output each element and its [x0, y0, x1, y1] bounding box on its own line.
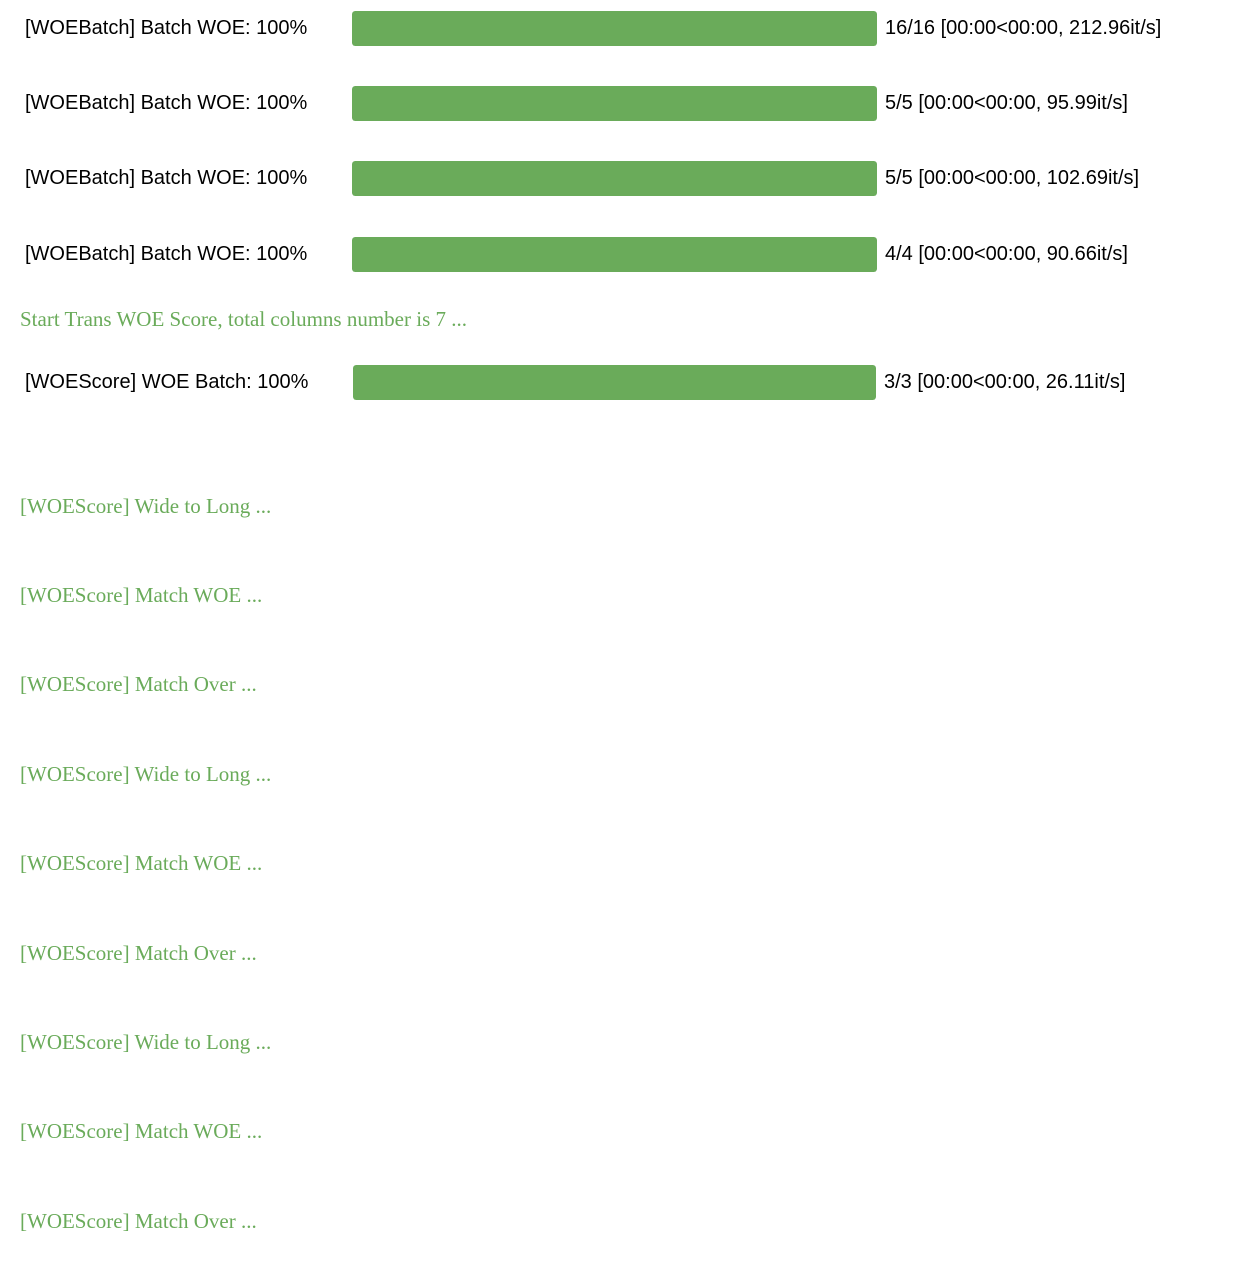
- progress-label: [WOEBatch] Batch WOE: 100%: [25, 91, 308, 114]
- log-line: [WOEScore] Match Over ...: [20, 1208, 257, 1233]
- log-line: [WOEScore] Match WOE ...: [20, 582, 263, 607]
- progress-row: [WOEBatch] Batch WOE: 100% 5/5 [00:00<00…: [25, 160, 1139, 196]
- log-line: [WOEScore] Match Over ...: [20, 940, 257, 965]
- progress-bar: [353, 364, 876, 400]
- progress-label: [WOEScore] WOE Batch: 100%: [25, 370, 309, 393]
- progress-bar: [352, 236, 877, 272]
- progress-row: [WOEScore] WOE Batch: 100% 3/3 [00:00<00…: [25, 364, 1125, 400]
- progress-bar-fill: [353, 364, 876, 400]
- progress-stats: 5/5 [00:00<00:00, 102.69it/s]: [885, 166, 1140, 189]
- log-line: [WOEScore] Wide to Long ...: [20, 493, 272, 518]
- progress-stats: 16/16 [00:00<00:00, 212.96it/s]: [885, 16, 1162, 39]
- progress-bar: [352, 85, 877, 121]
- progress-label: [WOEBatch] Batch WOE: 100%: [25, 242, 308, 265]
- progress-bar-fill: [352, 160, 877, 196]
- start-message: Start Trans WOE Score, total columns num…: [20, 307, 467, 331]
- log-line: [WOEScore] Wide to Long ...: [20, 1029, 272, 1054]
- progress-bar-fill: [352, 10, 877, 46]
- progress-stats: 3/3 [00:00<00:00, 26.11it/s]: [884, 370, 1126, 393]
- progress-row: [WOEBatch] Batch WOE: 100% 4/4 [00:00<00…: [25, 236, 1128, 272]
- log-line: [WOEScore] Match WOE ...: [20, 1119, 263, 1144]
- progress-label: [WOEBatch] Batch WOE: 100%: [25, 166, 308, 189]
- progress-bar-fill: [352, 236, 877, 272]
- log-line: [WOEScore] Match Over ...: [20, 672, 257, 697]
- progress-bar: [352, 10, 877, 46]
- progress-bar: [352, 160, 877, 196]
- progress-row: [WOEBatch] Batch WOE: 100% 16/16 [00:00<…: [25, 10, 1161, 46]
- progress-stats: 4/4 [00:00<00:00, 90.66it/s]: [885, 242, 1128, 265]
- progress-bar-fill: [352, 85, 877, 121]
- progress-row: [WOEBatch] Batch WOE: 100% 5/5 [00:00<00…: [25, 85, 1128, 121]
- log-line: [WOEScore] Match WOE ...: [20, 851, 263, 876]
- progress-label: [WOEBatch] Batch WOE: 100%: [25, 16, 308, 39]
- log-output: [WOEScore] Wide to Long ... [WOEScore] M…: [20, 432, 271, 1266]
- log-line: [WOEScore] Wide to Long ...: [20, 761, 272, 786]
- progress-stats: 5/5 [00:00<00:00, 95.99it/s]: [885, 91, 1128, 114]
